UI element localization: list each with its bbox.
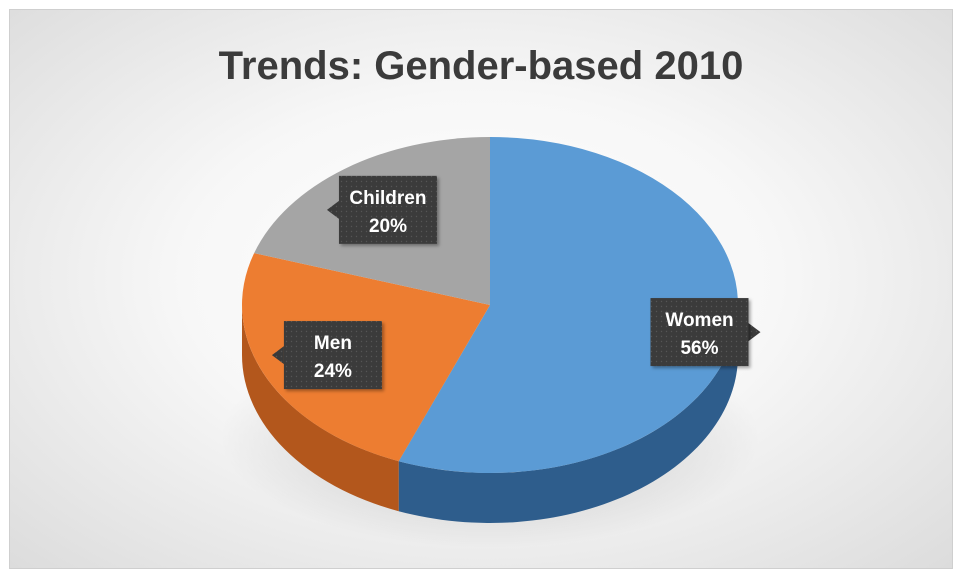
data-label-box bbox=[283, 321, 382, 390]
chart-area: Trends: Gender-based 2010 Women 56% Men 24%… bbox=[9, 9, 953, 569]
pie-side-men bbox=[242, 305, 399, 512]
data-label-value: 24% bbox=[314, 361, 352, 382]
data-label-pointer bbox=[271, 346, 284, 365]
data-label-value: 20% bbox=[369, 216, 407, 237]
pie-slice-women bbox=[398, 137, 738, 473]
data-label-value: 56% bbox=[680, 338, 718, 359]
pie-side-women bbox=[398, 305, 738, 523]
data-label-pointer bbox=[748, 323, 761, 342]
data-label-category: Men bbox=[314, 333, 352, 354]
data-label-category: Children bbox=[349, 188, 426, 209]
data-label-pointer bbox=[326, 200, 339, 219]
data-label-category: Women bbox=[665, 310, 733, 331]
data-label-box bbox=[338, 175, 437, 244]
data-label-box bbox=[650, 298, 749, 367]
data-label-women: Women 56% bbox=[650, 298, 761, 367]
pie-chart: Women 56% Men 24% Children 20% bbox=[220, 137, 761, 548]
chart-title: Trends: Gender-based 2010 bbox=[218, 44, 744, 88]
data-label-children: Children 20% bbox=[326, 175, 437, 244]
data-label-men: Men 24% bbox=[271, 321, 382, 390]
